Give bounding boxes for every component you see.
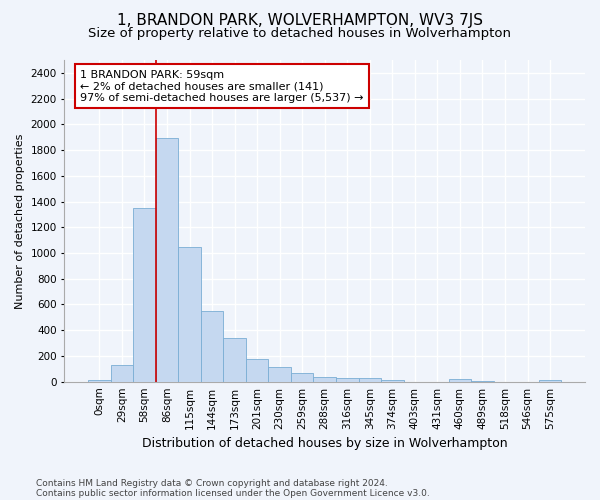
Bar (268, 367, 291, 382)
Text: Contains public sector information licensed under the Open Government Licence v3: Contains public sector information licen… (36, 488, 430, 498)
Bar (201, 311, 223, 382)
Bar (246, 359, 268, 382)
Bar (291, 374, 313, 382)
Text: Contains HM Land Registry data © Crown copyright and database right 2024.: Contains HM Land Registry data © Crown c… (36, 478, 388, 488)
Bar (156, 138, 178, 382)
X-axis label: Distribution of detached houses by size in Wolverhampton: Distribution of detached houses by size … (142, 437, 508, 450)
Bar (449, 379, 471, 382)
Bar (178, 246, 201, 382)
Text: 1 BRANDON PARK: 59sqm
← 2% of detached houses are smaller (141)
97% of semi-deta: 1 BRANDON PARK: 59sqm ← 2% of detached h… (80, 70, 364, 103)
Y-axis label: Number of detached properties: Number of detached properties (15, 133, 25, 308)
Bar (133, 208, 156, 382)
Text: Size of property relative to detached houses in Wolverhampton: Size of property relative to detached ho… (89, 28, 511, 40)
Bar (110, 365, 133, 382)
Bar (539, 380, 562, 382)
Bar (359, 378, 381, 382)
Bar (381, 380, 404, 382)
Bar (313, 377, 336, 382)
Text: 1, BRANDON PARK, WOLVERHAMPTON, WV3 7JS: 1, BRANDON PARK, WOLVERHAMPTON, WV3 7JS (117, 12, 483, 28)
Bar (88, 380, 110, 382)
Bar (223, 338, 246, 382)
Bar (336, 378, 359, 382)
Bar (471, 381, 494, 382)
